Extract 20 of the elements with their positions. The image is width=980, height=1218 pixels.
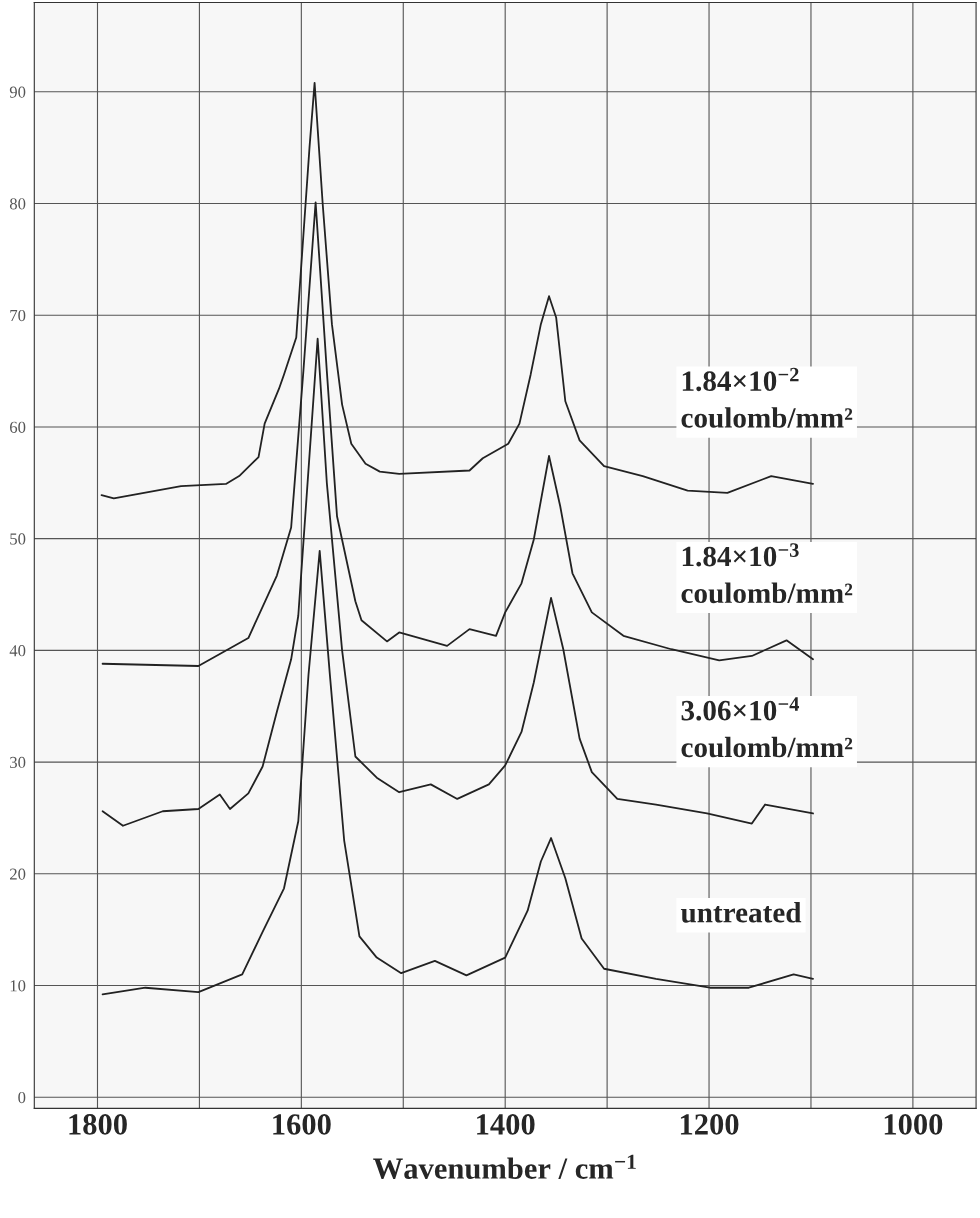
y-tick-label: 90 bbox=[9, 86, 26, 98]
y-tick-label: 0 bbox=[18, 1091, 26, 1104]
x-tick-label: 1000 bbox=[884, 1114, 943, 1135]
y-tick-label: 30 bbox=[10, 756, 26, 769]
y-tick-label: 60 bbox=[10, 421, 26, 433]
y-tick-label: 80 bbox=[9, 198, 26, 210]
series-label: untreated bbox=[680, 902, 802, 923]
y-tick-label: 50 bbox=[10, 533, 26, 545]
x-axis-title: Wavenumber / cm$^{−1}$ bbox=[373, 1154, 636, 1180]
text: 1.84×10$^{−2}$ coulomb/mm² bbox=[681, 367, 853, 428]
y-tick-label: 10 bbox=[10, 980, 26, 992]
x-tick-label: 1400 bbox=[477, 1114, 535, 1135]
x-tick-label: 1200 bbox=[680, 1114, 739, 1135]
x-tick-label: 1600 bbox=[273, 1114, 331, 1135]
y-tick-label: 40 bbox=[9, 645, 26, 657]
x-tick-label: 1800 bbox=[69, 1114, 127, 1135]
text: 1.84×10$^{−3}$ coulomb/mm² bbox=[681, 543, 853, 604]
y-tick-label: 70 bbox=[10, 309, 26, 322]
y-tick-label: 20 bbox=[10, 868, 26, 880]
text: 3.06×10$^{−4}$ coulomb/mm² bbox=[681, 697, 853, 758]
